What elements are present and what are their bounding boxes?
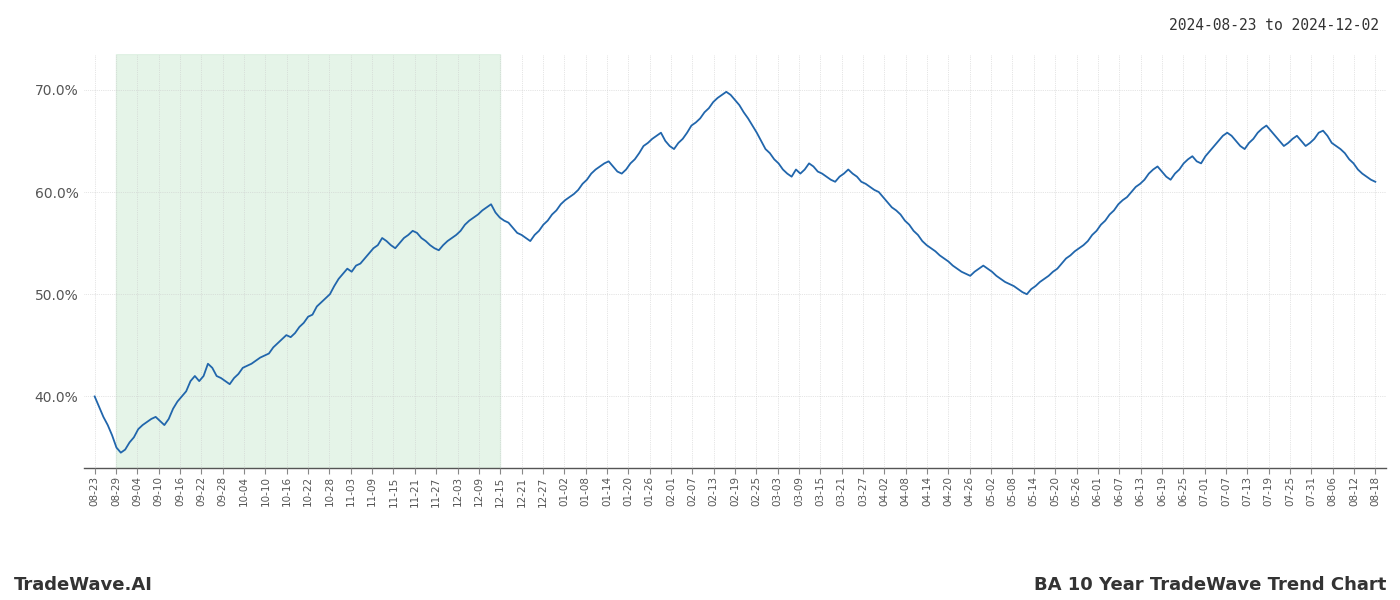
Text: 2024-08-23 to 2024-12-02: 2024-08-23 to 2024-12-02: [1169, 18, 1379, 33]
Text: TradeWave.AI: TradeWave.AI: [14, 576, 153, 594]
Text: BA 10 Year TradeWave Trend Chart: BA 10 Year TradeWave Trend Chart: [1033, 576, 1386, 594]
Bar: [116, 54, 500, 468]
